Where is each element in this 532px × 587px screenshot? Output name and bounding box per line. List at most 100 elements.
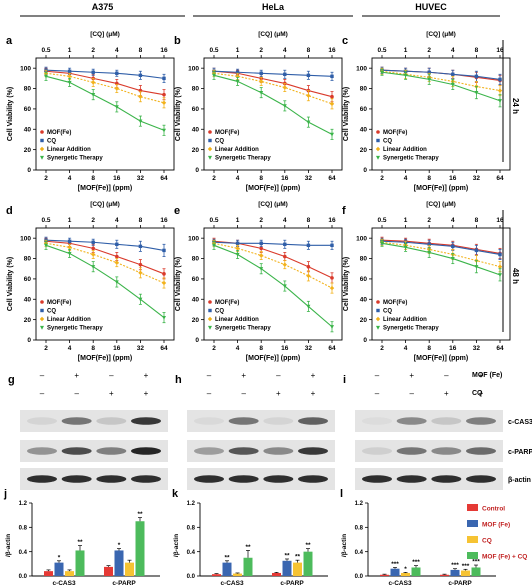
blot-strip-actin [20,468,168,490]
data-point [306,304,311,309]
y-tick-label: 0 [363,337,367,344]
legend-label: CQ [383,139,392,145]
bottom-tick-label: 8 [427,345,431,352]
significance-mark: *** [391,561,399,568]
data-point [162,248,166,253]
data-point [282,262,287,267]
bottom-tick-label: 32 [305,345,313,352]
top-tick-label: 4 [451,47,455,54]
band [263,447,294,455]
data-point [451,244,455,249]
bottom-tick-label: 16 [281,345,289,352]
mof-sign: + [409,371,414,380]
mof-sign: – [276,371,281,380]
top-tick-label: 8 [475,217,479,224]
data-point [497,264,503,269]
legend-label: Linear Addition [215,317,259,323]
data-point [282,85,287,90]
data-point [306,73,311,78]
data-point [450,82,455,87]
band [466,475,496,483]
data-point [40,300,44,304]
series-line-cq [381,240,501,256]
top-tick-label: 4 [283,217,287,224]
legend-label: CQ [482,538,492,545]
bottom-tick-label: 2 [212,175,216,182]
data-point [114,260,119,265]
bottom-tick-label: 2 [212,345,216,352]
bar [303,551,313,576]
data-point [208,300,212,304]
data-point [44,243,48,248]
top-tick-label: 16 [328,47,336,54]
data-point [67,74,72,79]
y-axis-label: Cell Viability (%) [175,87,182,141]
y-tick-label: 80 [360,86,368,93]
data-point [427,70,431,74]
data-point [91,240,95,244]
data-point [259,241,263,245]
band [194,475,224,483]
data-point [138,73,143,78]
data-point [212,243,216,248]
band [431,447,462,455]
significance-mark: ** [305,542,311,549]
x-category-label: c-CAS3 [52,580,76,587]
data-point [376,155,380,160]
significance-mark: *** [451,562,459,569]
top-axis-label: [CQ] (μM) [426,31,456,38]
bottom-tick-label: 16 [113,345,121,352]
bottom-tick-label: 16 [281,175,289,182]
band [263,475,294,483]
significance-mark: ** [284,552,290,559]
panel-letter: j [3,488,7,500]
data-point [427,242,431,246]
data-point [212,73,216,78]
mof-sign: – [375,371,380,380]
y-tick-label: 1.2 [355,501,364,507]
data-point [208,130,212,134]
data-point [208,325,212,330]
y-tick-label: 40 [192,126,200,133]
top-tick-label: 1 [68,47,72,54]
significance-mark: *** [472,559,480,566]
viability-panel-d: d[CQ] (μM)0.5 1 2 4 8 162 4 8 16 32 64[MOF(Fe)] (p… [6,201,175,362]
y-axis-label: Cell Viability (%) [175,257,182,311]
top-tick-label: 0.5 [41,217,50,224]
data-point [283,242,287,246]
series-line-synergetic-therapy [213,244,333,328]
column-title: A375 [92,2,114,12]
bar [212,574,221,576]
data-point [259,91,264,95]
y-tick-label: 0.0 [355,574,364,580]
bottom-tick-label: 4 [68,345,72,352]
bar [272,572,281,576]
bar [75,550,85,576]
series-line-cq [45,239,165,251]
data-point [376,308,380,313]
data-point [330,243,334,248]
series-line-mof-fe- [45,70,165,96]
data-point [329,101,335,107]
data-point [306,264,311,269]
top-tick-label: 1 [68,217,72,224]
bottom-tick-label: 32 [473,345,481,352]
top-tick-label: 8 [139,217,143,224]
data-point [40,308,44,313]
plot-frame [35,227,175,341]
cq-sign: – [409,389,414,398]
bar [54,562,64,576]
band [298,447,328,455]
significance-mark: *** [412,559,420,566]
top-tick-label: 4 [115,217,119,224]
bottom-tick-label: 2 [44,175,48,182]
panel-letter: a [6,35,13,47]
viability-panel-f: f[CQ] (μM)0.5 1 2 4 8 162 4 8 16 32 64[MOF(Fe)] (p… [342,201,511,362]
data-point [115,242,119,246]
legend-label: CQ [47,309,56,315]
cq-sign: + [144,389,149,398]
y-tick-label: 100 [188,235,199,242]
viability-panel-c: c[CQ] (μM)0.5 1 2 4 8 162 4 8 16 32 64[MOF(Fe)] (p… [342,31,511,192]
data-point [259,253,264,258]
significance-mark: * [58,554,61,561]
